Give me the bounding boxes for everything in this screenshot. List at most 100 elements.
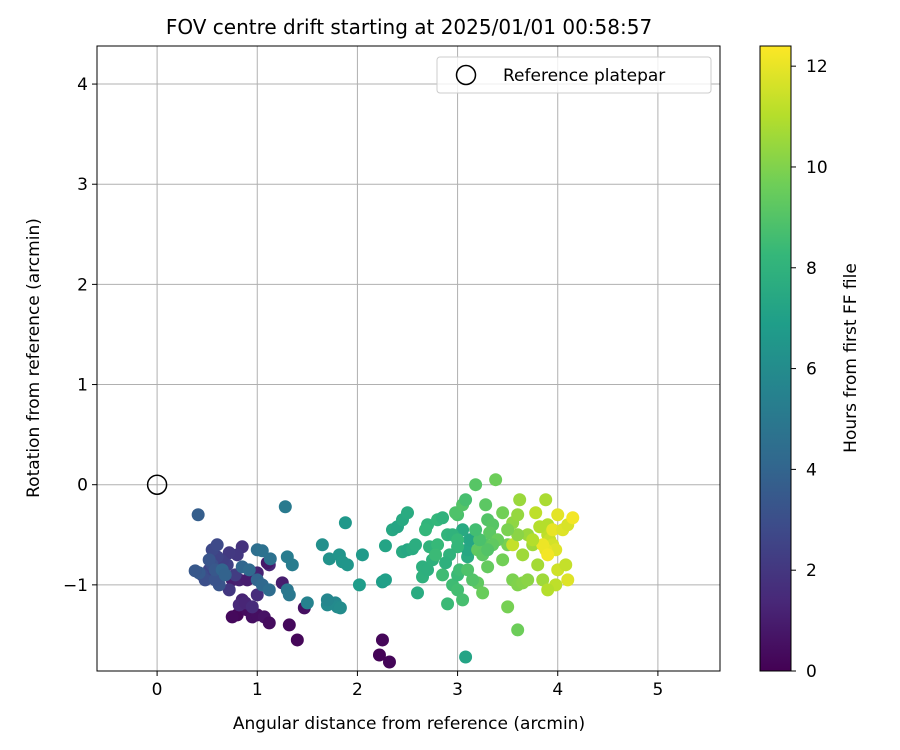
y-tick-label: 2 [77,275,88,295]
y-tick-label: 1 [77,376,88,396]
axis-ticks: 0 1 2 3 4 5 −1 0 1 2 3 4 [63,75,663,700]
data-point [516,548,530,562]
data-point [466,573,480,587]
data-point [501,523,515,537]
colorbar-tick-label: 12 [806,57,828,77]
data-point [489,473,503,487]
data-point [456,593,470,607]
x-tick-label: 4 [552,680,563,700]
data-point [481,543,495,557]
data-point [456,523,470,537]
data-point [262,583,276,597]
data-point [511,528,525,542]
data-point [429,548,443,562]
data-point [476,586,490,600]
x-tick-label: 5 [652,680,663,700]
data-point [451,540,465,554]
data-point [461,543,475,557]
data-point [245,600,259,614]
grid [97,46,720,671]
data-point [536,573,550,587]
scatter-points [188,473,580,669]
colorbar-tick-label: 10 [806,158,828,178]
data-point [506,538,520,552]
data-point [529,506,543,520]
data-point [378,573,392,587]
x-tick-label: 3 [452,680,463,700]
data-point [526,533,540,547]
data-point [421,563,435,577]
chart-title: FOV centre drift starting at 2025/01/01 … [166,15,652,39]
data-point [282,618,296,632]
data-point [536,538,550,552]
data-point [202,553,216,567]
legend-marker-icon [455,64,477,86]
data-point [463,533,477,547]
y-tick-label: 4 [77,75,88,95]
data-point [561,573,575,587]
data-point [262,616,276,630]
data-point [469,478,483,492]
data-point [191,508,205,522]
data-point [496,506,510,520]
data-point [315,538,329,552]
colorbar [759,45,792,672]
legend: Reference platepar [436,56,712,94]
data-point [461,563,475,577]
data-point [320,593,334,607]
data-point [441,597,455,611]
data-point [322,552,336,566]
data-point [355,548,369,562]
reference-point [146,474,168,495]
data-point [439,556,453,570]
data-point [496,553,510,567]
data-point [378,539,392,553]
colorbar-tick-label: 6 [806,360,817,380]
data-point [481,560,495,574]
data-point [278,500,292,514]
data-point [501,600,515,614]
data-point [411,586,425,600]
data-point [419,523,433,537]
data-point [222,583,236,597]
x-tick-label: 2 [352,680,363,700]
y-tick-label: 0 [77,476,88,496]
data-point [473,533,487,547]
colorbar-ticks: 0 2 4 6 8 10 12 [791,57,828,682]
data-point [511,508,525,522]
data-point [559,558,573,572]
data-point [521,573,535,587]
data-point [372,648,386,662]
data-point [188,564,202,578]
data-point [208,573,222,587]
reference-layer [146,474,168,495]
data-point [539,493,553,507]
data-point [436,568,450,582]
data-point [531,558,545,572]
colorbar-tick-label: 0 [806,662,817,682]
data-point [333,601,347,615]
colorbar-tick-label: 2 [806,561,817,581]
x-tick-label: 0 [152,680,163,700]
data-point [436,511,450,525]
data-point [513,493,527,507]
y-tick-label: 3 [77,175,88,195]
data-point [290,633,304,647]
colorbar-tick-label: 4 [806,460,817,480]
data-point [541,583,555,597]
colorbar-label: Hours from first FF file [841,263,861,453]
data-point [242,563,256,577]
data-point [541,548,555,562]
data-point [280,550,294,564]
data-point [338,516,352,530]
colorbar-tick-label: 8 [806,259,817,279]
data-point [225,610,239,624]
data-point [263,552,277,566]
data-point [533,520,547,534]
data-point [240,573,254,587]
data-point [382,655,396,669]
data-point [282,588,296,602]
data-point [210,538,224,552]
data-point [566,511,580,525]
